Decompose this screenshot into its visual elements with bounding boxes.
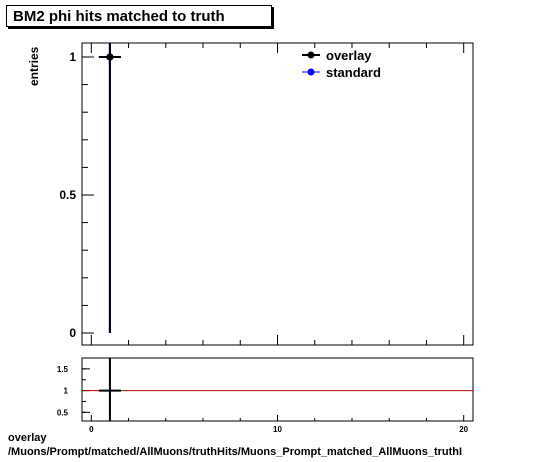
chart-title: BM2 phi hits matched to truth — [6, 5, 272, 27]
legend-marker-standard — [307, 68, 315, 76]
data-point-overlay-top — [106, 53, 114, 61]
y-axis-label: entries — [27, 46, 41, 86]
legend-label-overlay: overlay — [326, 48, 372, 63]
footer-path: /Muons/Prompt/matched/AllMuons/truthHits… — [8, 446, 463, 458]
ratio-plot-frame — [81, 357, 474, 422]
y-tick-label: 0.5 — [59, 188, 76, 202]
ratio-y-tick-label: 1.5 — [57, 365, 69, 374]
ratio-x-tick-label: 20 — [459, 425, 468, 434]
ratio-y-tick-label: 1 — [64, 387, 69, 396]
footer-label: overlay — [8, 432, 47, 444]
legend-marker-overlay — [307, 51, 315, 59]
legend-label-standard: standard — [326, 65, 381, 80]
ratio-x-tick-label: 0 — [89, 425, 94, 434]
main-plot-frame — [81, 42, 474, 346]
y-tick-label: 0 — [69, 326, 76, 340]
ratio-x-tick-label: 10 — [273, 425, 282, 434]
ratio-y-tick-label: 0.5 — [57, 408, 69, 417]
y-tick-label: 1 — [69, 50, 76, 64]
